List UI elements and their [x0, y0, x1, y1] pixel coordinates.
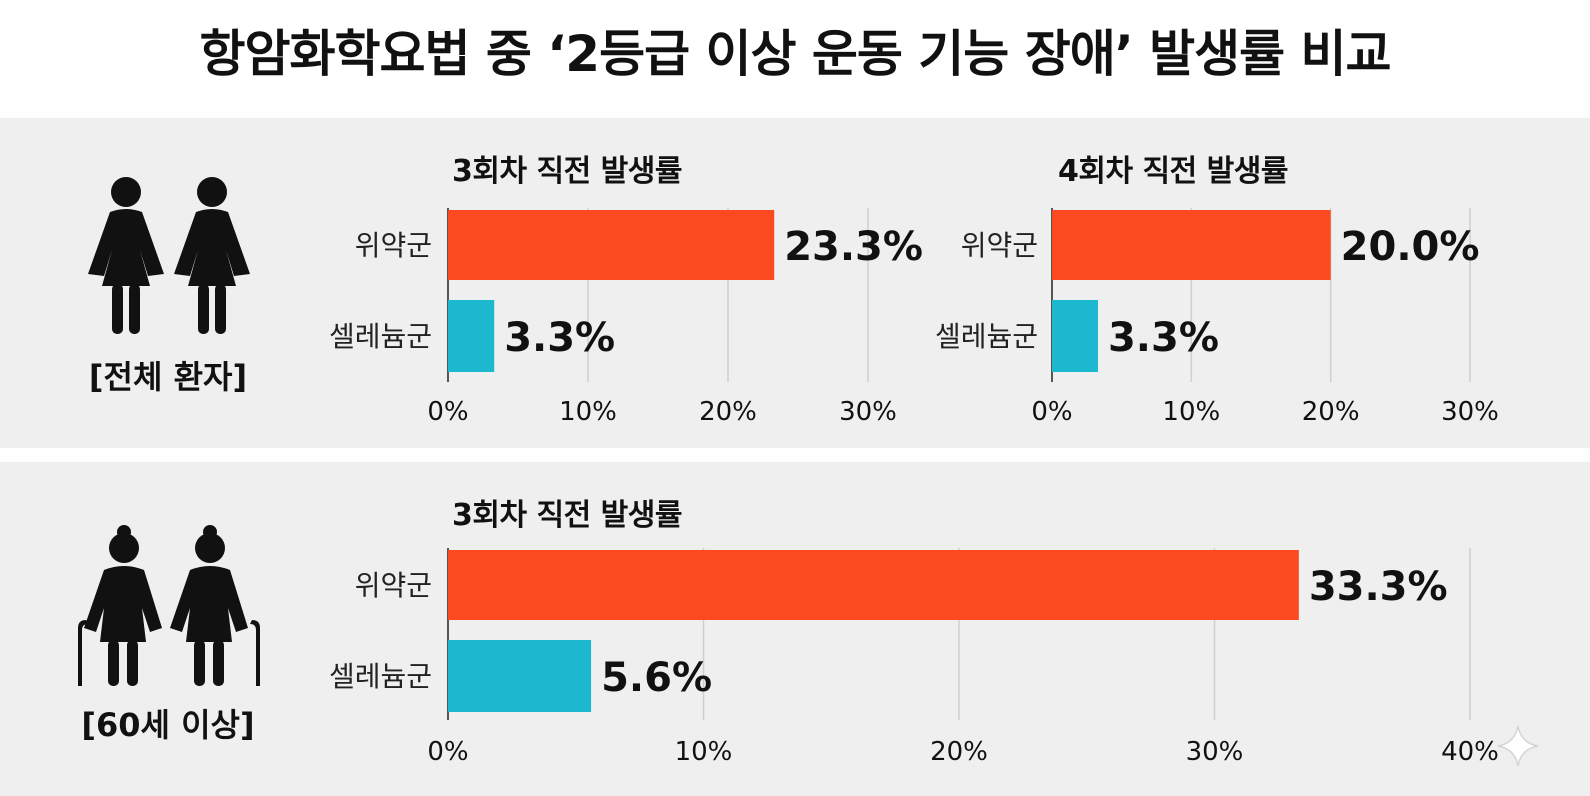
category-label: 위약군	[355, 229, 432, 262]
band-all-patients	[0, 118, 1590, 448]
x-tick-label: 20%	[930, 737, 988, 767]
category-label: 셀레늄군	[329, 660, 432, 693]
x-tick-label: 30%	[839, 397, 897, 427]
bar-celenium	[448, 640, 592, 712]
chart-title-all-4th: 4회차 직전 발생률	[1058, 154, 1288, 189]
category-label: 위약군	[355, 569, 432, 602]
value-label: 3.3%	[1108, 315, 1219, 361]
x-tick-label: 0%	[427, 397, 468, 427]
value-label: 33.3%	[1309, 564, 1448, 610]
x-tick-label: 0%	[1031, 397, 1072, 427]
bar-placebo	[448, 550, 1299, 620]
value-label: 3.3%	[504, 315, 615, 361]
bar-celenium	[1052, 300, 1098, 372]
two-women-icon	[88, 177, 250, 334]
value-label: 5.6%	[601, 655, 712, 701]
x-tick-label: 30%	[1441, 397, 1499, 427]
x-tick-label: 0%	[427, 737, 468, 767]
bar-placebo	[448, 210, 775, 280]
x-tick-label: 10%	[559, 397, 617, 427]
x-tick-label: 10%	[1162, 397, 1220, 427]
category-label: 위약군	[961, 229, 1038, 262]
x-tick-label: 20%	[699, 397, 757, 427]
band-elderly	[0, 462, 1590, 796]
category-label: 셀레늄군	[935, 320, 1038, 353]
x-tick-label: 20%	[1302, 397, 1360, 427]
x-tick-label: 30%	[1186, 737, 1244, 767]
value-label: 20.0%	[1341, 224, 1480, 270]
bar-celenium	[448, 300, 495, 372]
bar-placebo	[1052, 210, 1331, 280]
value-label: 23.3%	[784, 224, 923, 270]
group-label-elderly: [60세 이상]	[81, 706, 255, 744]
chart-title-elderly-3rd: 3회차 직전 발생률	[452, 498, 682, 533]
elderly-couple-with-canes-icon	[78, 525, 260, 686]
category-label: 셀레늄군	[329, 320, 432, 353]
group-label-all: [전체 환자]	[88, 358, 248, 396]
chart-title-all-3rd: 3회차 직전 발생률	[452, 154, 682, 189]
x-tick-label: 10%	[675, 737, 733, 767]
page-title: 항암화학요법 중 ‘2등급 이상 운동 기능 장애’ 발생률 비교	[199, 25, 1391, 83]
sparkle-icon	[1497, 725, 1539, 767]
x-tick-label: 40%	[1441, 737, 1499, 767]
